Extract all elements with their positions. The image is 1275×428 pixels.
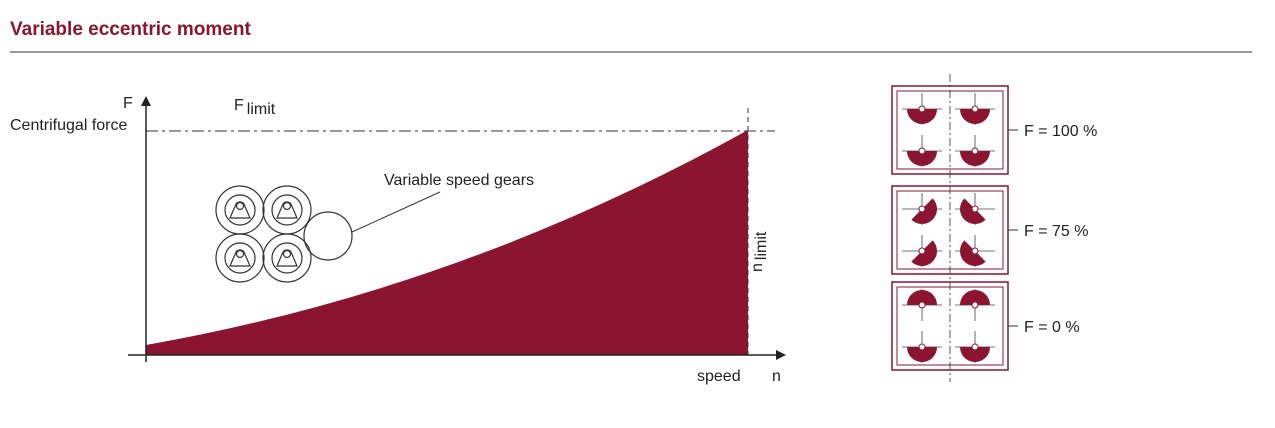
weight xyxy=(960,290,990,305)
pivot xyxy=(971,247,979,255)
weight xyxy=(907,347,937,362)
pivot xyxy=(918,343,926,351)
position-label: F = 75 % xyxy=(1024,223,1088,240)
gear-hub xyxy=(235,201,245,211)
weight xyxy=(907,109,937,124)
x-label: speed xyxy=(697,368,741,385)
f-subscript: limit xyxy=(247,101,276,118)
gear-hub xyxy=(282,201,292,211)
n-limit-label: n limit xyxy=(749,231,770,272)
gear-inner xyxy=(271,242,303,274)
force-area xyxy=(146,130,748,355)
leader-line xyxy=(351,191,441,233)
weight xyxy=(960,151,990,166)
pivot xyxy=(918,105,926,113)
pivot xyxy=(971,105,979,113)
gear-inner xyxy=(271,194,303,226)
weight xyxy=(907,290,937,305)
gear xyxy=(262,233,312,283)
pivot xyxy=(918,301,926,309)
pivot xyxy=(971,343,979,351)
box-inner xyxy=(896,190,1004,270)
y-symbol: F xyxy=(123,95,133,112)
gear-inner xyxy=(224,242,256,274)
n-subscript: limit xyxy=(753,231,770,260)
drive-gear xyxy=(303,211,353,261)
pivot xyxy=(971,301,979,309)
position-label: F = 0 % xyxy=(1024,319,1080,336)
x-symbol: n xyxy=(772,368,781,385)
y-arrow xyxy=(141,96,151,106)
position-label: F = 100 % xyxy=(1024,123,1097,140)
n-symbol: n xyxy=(749,263,766,272)
weight xyxy=(911,240,937,266)
pivot xyxy=(918,205,926,213)
weight xyxy=(911,198,937,224)
pivot xyxy=(971,147,979,155)
weight xyxy=(960,198,986,224)
gear-hub xyxy=(235,249,245,259)
y-label: Centrifugal force xyxy=(10,117,127,134)
annotation: Variable speed gears xyxy=(384,172,534,189)
positions: F = 100 % F = 75 % F = 0 % xyxy=(891,85,1097,371)
weight xyxy=(960,109,990,124)
weight xyxy=(960,347,990,362)
f-symbol: F xyxy=(234,97,244,114)
box-inner xyxy=(896,90,1004,170)
gear-inner xyxy=(224,194,256,226)
gear xyxy=(215,233,265,283)
gears xyxy=(215,185,353,283)
gear-hub xyxy=(282,249,292,259)
x-arrow xyxy=(776,350,786,360)
pivot xyxy=(971,205,979,213)
weight xyxy=(907,151,937,166)
title: Variable eccentric moment xyxy=(10,19,251,40)
weight xyxy=(960,240,986,266)
pivot xyxy=(918,247,926,255)
pivot xyxy=(918,147,926,155)
box-inner xyxy=(896,286,1004,366)
